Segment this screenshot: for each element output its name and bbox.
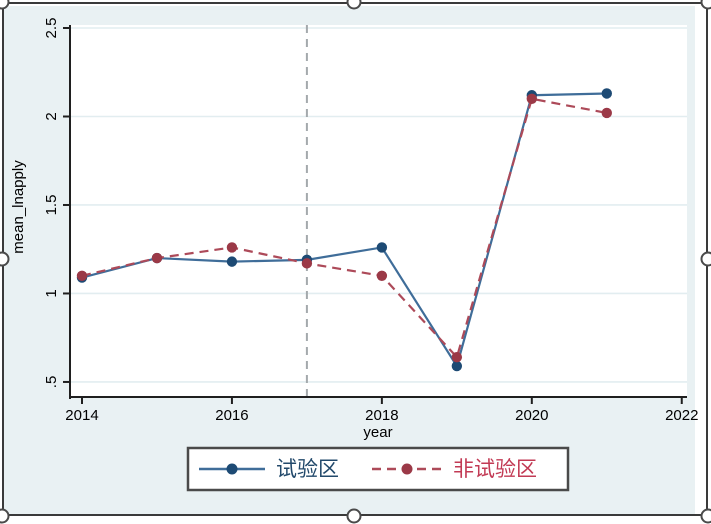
x-tick-label: 2018: [365, 407, 398, 424]
resize-handle-middle-right[interactable]: [701, 252, 711, 267]
data-point-marker: [227, 256, 237, 266]
data-point-marker: [77, 271, 87, 281]
legend-label: 试验区: [276, 458, 339, 481]
data-point-marker: [452, 352, 462, 362]
x-tick-label: 2020: [515, 407, 548, 424]
x-axis-title: year: [363, 424, 392, 441]
data-point-marker: [602, 108, 612, 118]
y-tick-label: 1: [43, 289, 60, 297]
data-point-marker: [302, 258, 312, 268]
legend-key-marker: [227, 464, 238, 475]
y-tick-label: 2.5: [43, 18, 60, 39]
resize-handle-bottom-center[interactable]: [347, 509, 362, 524]
data-point-marker: [377, 271, 387, 281]
y-tick-label: .5: [43, 376, 60, 389]
data-point-marker: [227, 242, 237, 252]
y-axis-title: mean_lnapply: [10, 160, 27, 254]
data-point-marker: [152, 253, 162, 263]
data-point-marker: [377, 242, 387, 252]
legend-label: 非试验区: [453, 458, 537, 481]
data-point-marker: [452, 361, 462, 371]
y-tick-label: 1.5: [43, 195, 60, 216]
data-point-marker: [527, 94, 537, 104]
legend-key-marker: [402, 464, 413, 475]
plot-area: [70, 25, 687, 397]
x-tick-label: 2022: [665, 407, 698, 424]
y-tick-label: 2: [43, 112, 60, 120]
resize-handle-bottom-right[interactable]: [701, 509, 711, 524]
x-tick-label: 2016: [215, 407, 248, 424]
data-point-marker: [602, 88, 612, 98]
stata-graph-image[interactable]: .5 1 1.5 2 2.5 2014 2016 2018 2020 2022 year mean_l…: [3, 4, 708, 516]
resize-handle-bottom-left[interactable]: [0, 509, 10, 524]
x-tick-label: 2014: [65, 407, 98, 424]
